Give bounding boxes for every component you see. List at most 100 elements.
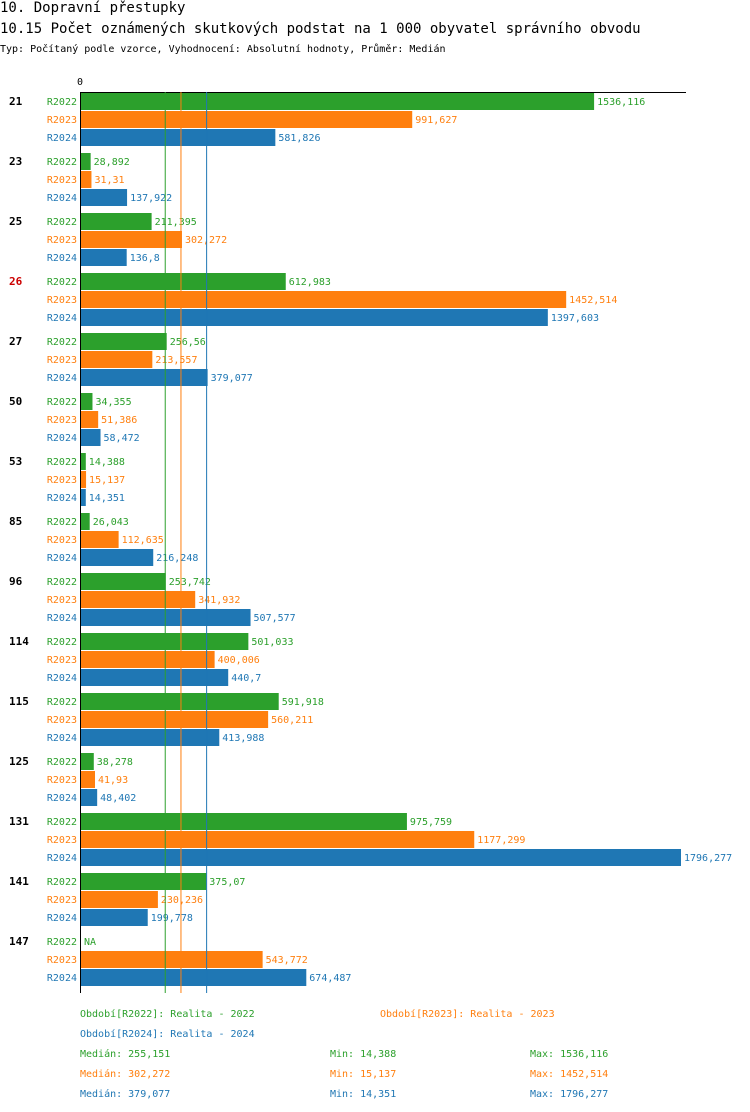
x-tick-label: 0 <box>77 77 83 88</box>
bar <box>81 873 207 890</box>
data-label: 400,006 <box>218 655 260 666</box>
data-label: 413,988 <box>222 733 264 744</box>
data-label: 375,07 <box>209 877 245 888</box>
data-label: 31,31 <box>94 175 124 186</box>
legend-r2022: Období[R2022]: Realita - 2022 <box>80 1009 255 1020</box>
data-label: 1452,514 <box>569 295 617 306</box>
series-label: R2024 <box>47 613 77 624</box>
bar <box>81 813 407 830</box>
bar <box>81 969 307 986</box>
data-label: 34,355 <box>95 397 131 408</box>
data-label: 1397,603 <box>551 313 599 324</box>
data-label: 507,577 <box>254 613 296 624</box>
data-label: 1796,277 <box>684 853 732 864</box>
data-label: 41,93 <box>98 775 128 786</box>
series-label: R2024 <box>47 493 77 504</box>
data-label: 674,487 <box>309 973 351 984</box>
bar <box>81 651 215 668</box>
series-label: R2023 <box>47 775 77 786</box>
data-label: 211,395 <box>155 217 197 228</box>
category-label: 23 <box>9 155 22 168</box>
category-label: 114 <box>9 635 29 648</box>
category-label: 50 <box>9 395 22 408</box>
series-label: R2023 <box>47 295 77 306</box>
category-label: 141 <box>9 875 29 888</box>
series-label: R2022 <box>47 457 77 468</box>
bar <box>81 129 276 146</box>
series-label: R2024 <box>47 853 77 864</box>
stat-min-r2023: Min: 15,137 <box>330 1069 397 1080</box>
series-label: R2023 <box>47 115 77 126</box>
data-label: 543,772 <box>266 955 308 966</box>
bar <box>81 471 87 488</box>
data-label: 213,557 <box>155 355 197 366</box>
bar <box>81 753 94 770</box>
category-label: 131 <box>9 815 29 828</box>
bar <box>81 273 286 290</box>
series-label: R2022 <box>47 637 77 648</box>
data-label: 26,043 <box>93 517 129 528</box>
category-label: 26 <box>9 275 23 288</box>
data-label: 379,077 <box>211 373 253 384</box>
data-label: 15,137 <box>89 475 125 486</box>
bar <box>81 909 148 926</box>
bar <box>81 669 229 686</box>
series-label: R2022 <box>47 577 77 588</box>
data-label: 975,759 <box>410 817 452 828</box>
stat-min-r2022: Min: 14,388 <box>330 1049 397 1060</box>
category-label: 85 <box>9 515 22 528</box>
stat-max-r2024: Max: 1796,277 <box>530 1089 609 1100</box>
bar <box>81 951 263 968</box>
chart-info: Typ: Počítaný podle vzorce, Vyhodnocení:… <box>0 44 446 55</box>
category-label: 21 <box>9 95 23 108</box>
data-label: 612,983 <box>289 277 331 288</box>
series-label: R2022 <box>47 157 77 168</box>
series-label: R2024 <box>47 553 77 564</box>
bar <box>81 549 154 566</box>
series-label: R2022 <box>47 877 77 888</box>
legend-r2024: Období[R2024]: Realita - 2024 <box>80 1029 255 1040</box>
data-label: 1536,116 <box>597 97 645 108</box>
page-title: 10. Dopravní přestupky <box>0 0 186 16</box>
bar <box>81 591 196 608</box>
series-label: R2023 <box>47 535 77 546</box>
bar <box>81 489 86 506</box>
series-label: R2022 <box>47 517 77 528</box>
series-label: R2024 <box>47 433 77 444</box>
stat-max-r2023: Max: 1452,514 <box>530 1069 609 1080</box>
bar <box>81 249 127 266</box>
series-label: R2024 <box>47 793 77 804</box>
data-label: 216,248 <box>156 553 198 564</box>
series-label: R2022 <box>47 277 77 288</box>
bar <box>81 393 93 410</box>
bar <box>81 891 158 908</box>
series-label: R2024 <box>47 253 77 264</box>
series-label: R2024 <box>47 673 77 684</box>
series-label: R2024 <box>47 193 77 204</box>
data-label: 58,472 <box>104 433 140 444</box>
data-label: 230,236 <box>161 895 203 906</box>
series-label: R2022 <box>47 817 77 828</box>
category-label: 27 <box>9 335 22 348</box>
bar <box>81 333 167 350</box>
data-label: NA <box>84 937 96 948</box>
stat-median-r2022: Medián: 255,151 <box>80 1049 171 1060</box>
series-label: R2022 <box>47 97 77 108</box>
series-label: R2023 <box>47 355 77 366</box>
stat-median-r2024: Medián: 379,077 <box>80 1089 171 1100</box>
data-label: 253,742 <box>169 577 211 588</box>
stat-median-r2023: Medián: 302,272 <box>80 1069 171 1080</box>
bar <box>81 513 90 530</box>
bar <box>81 429 101 446</box>
data-label: 199,778 <box>151 913 193 924</box>
bar <box>81 849 681 866</box>
series-label: R2023 <box>47 475 77 486</box>
data-label: 136,8 <box>130 253 160 264</box>
bar <box>81 153 91 170</box>
series-label: R2023 <box>47 835 77 846</box>
bar <box>81 531 119 548</box>
series-label: R2023 <box>47 955 77 966</box>
series-label: R2023 <box>47 415 77 426</box>
series-label: R2024 <box>47 373 77 384</box>
bar <box>81 711 269 728</box>
